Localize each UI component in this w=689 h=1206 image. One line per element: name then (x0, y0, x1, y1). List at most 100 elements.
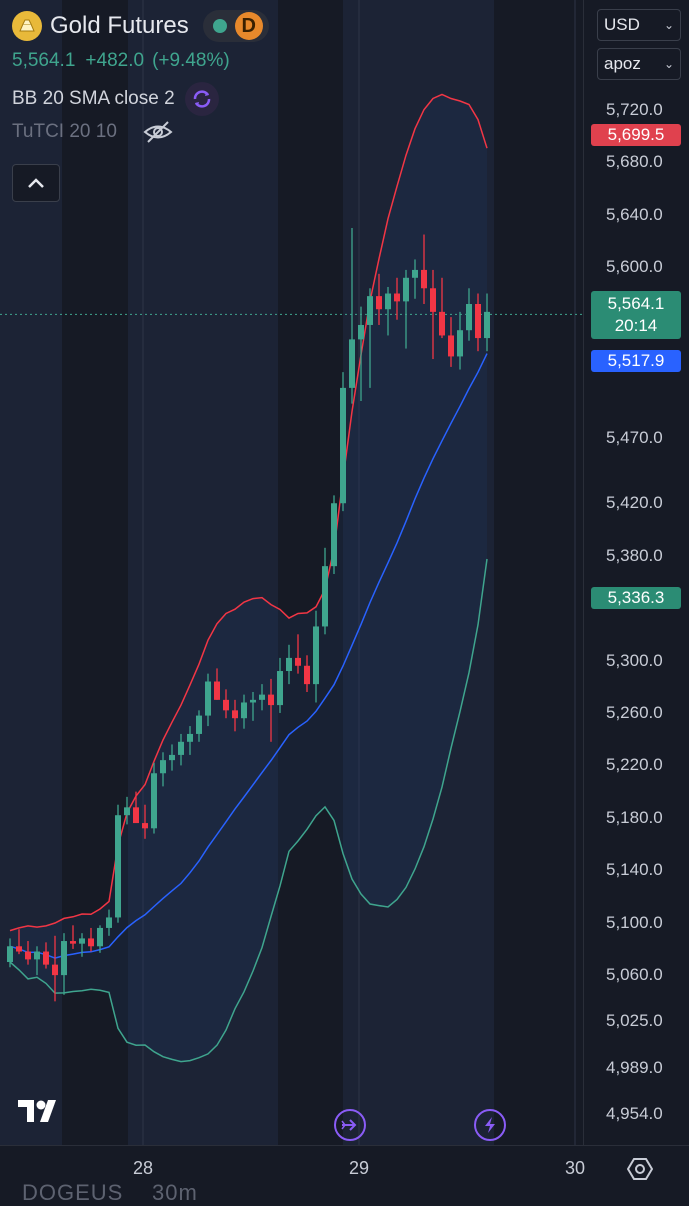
lower-band-tag: 5,336.3 (591, 587, 681, 609)
lower-band-value: 5,336.3 (607, 588, 665, 607)
candle-body (16, 946, 22, 952)
candle-body (187, 733, 193, 742)
middle-band-tag: 5,517.9 (591, 350, 681, 372)
candle-body (34, 951, 40, 960)
candle-body (124, 807, 130, 816)
quote-row: 5,564.1 +482.0 (+9.48%) (12, 50, 230, 72)
price-tick-label: 5,380.0 (606, 545, 663, 565)
price-tick-label: 4,989.0 (606, 1058, 663, 1078)
candle-body (376, 296, 382, 310)
candle-body (79, 938, 85, 944)
candle-body (223, 699, 229, 711)
candle-body (412, 269, 418, 278)
candle-body (313, 626, 319, 685)
candle-body (484, 311, 490, 339)
candle-body (421, 269, 427, 289)
last-price: 5,564.1 (12, 50, 76, 71)
currency-select[interactable]: USD ⌄ (597, 9, 681, 41)
candle-body (25, 951, 31, 960)
last-price-tag: 5,564.1 20:14 (591, 291, 681, 339)
account-value: apoz (604, 54, 641, 73)
price-tick-label: 5,470.0 (606, 427, 663, 447)
candle-body (259, 694, 265, 700)
account-select[interactable]: apoz ⌄ (597, 48, 681, 80)
candle-body (178, 741, 184, 755)
candle-body (169, 754, 175, 761)
price-tick-label: 5,060.0 (606, 965, 663, 985)
candle-body (115, 815, 121, 918)
upper-band-value: 5,699.5 (607, 125, 665, 144)
price-tick-label: 5,680.0 (606, 152, 663, 172)
candle-body (466, 303, 472, 331)
symbol-title[interactable]: Gold Futures (50, 12, 189, 39)
candle-body (331, 503, 337, 567)
middle-band-line (9, 353, 488, 959)
candle-body (232, 710, 238, 719)
candle-body (241, 702, 247, 719)
candle-body (403, 277, 409, 302)
price-scale[interactable]: 5,720.0 5,680.0 5,640.0 5,600.0 5,470.0 5,420… (583, 0, 689, 1145)
price-chart[interactable] (0, 0, 583, 1145)
price-tick-label: 5,300.0 (606, 650, 663, 670)
candle-body (367, 296, 373, 325)
chart-area[interactable] (0, 0, 583, 1145)
session-shade (128, 0, 278, 1145)
bottom-symbol-fragment: DOGEUS (22, 1180, 124, 1205)
symbol-legend[interactable]: Gold Futures D (12, 10, 269, 42)
candle-body (151, 773, 157, 829)
candle-body (457, 330, 463, 357)
price-change-percent: (+9.48%) (152, 50, 230, 71)
chevron-down-icon: ⌄ (663, 57, 674, 71)
candle-body (268, 694, 274, 706)
candle-body (196, 715, 202, 734)
chevron-up-icon (28, 178, 44, 188)
candle-body (43, 951, 49, 965)
settings-icon[interactable] (626, 1156, 654, 1187)
price-tick-label: 5,420.0 (606, 493, 663, 513)
price-tick-label: 5,640.0 (606, 204, 663, 224)
gold-logo-icon (12, 11, 42, 41)
candle-body (295, 657, 301, 666)
candle-body (205, 681, 211, 716)
candle-body (349, 339, 355, 388)
bollinger-band-fill (10, 94, 487, 1062)
price-tick-label: 5,100.0 (606, 912, 663, 932)
candle-body (214, 681, 220, 700)
bb-indicator-row[interactable]: BB 20 SMA close 2 (12, 82, 219, 116)
candle-body (97, 927, 103, 947)
bb-indicator-label[interactable]: BB 20 SMA close 2 (12, 88, 175, 109)
tutci-indicator-row[interactable]: TuTCI 20 10 (12, 120, 173, 144)
candle-body (142, 823, 148, 829)
lightning-icon[interactable] (474, 1109, 506, 1141)
candle-body (277, 671, 283, 706)
candle-body (304, 665, 310, 685)
candle-body (475, 303, 481, 339)
candle-body (88, 938, 94, 947)
middle-band-value: 5,517.9 (607, 351, 665, 370)
interval-badge[interactable]: D (234, 12, 263, 40)
price-tick-label: 5,220.0 (606, 755, 663, 775)
tradingview-logo[interactable] (18, 1098, 68, 1129)
time-tick-label: 28 (132, 1158, 154, 1178)
candle-body (61, 941, 67, 976)
tutci-indicator-label[interactable]: TuTCI 20 10 (12, 121, 117, 142)
price-tick-label: 5,260.0 (606, 702, 663, 722)
time-axis[interactable]: 28 29 30 (0, 1145, 689, 1201)
price-tick-label: 5,600.0 (606, 257, 663, 277)
bottom-timeframe-fragment: 30m (152, 1180, 198, 1205)
candle-body (106, 917, 112, 928)
session-shade (343, 0, 494, 1145)
price-tick-label: 5,720.0 (606, 100, 663, 119)
collapse-legend-button[interactable] (12, 164, 60, 202)
price-tick-label: 5,180.0 (606, 807, 663, 827)
lower-band-line (9, 558, 488, 1063)
hidden-eye-icon[interactable] (143, 120, 173, 144)
go-to-realtime-icon[interactable] (334, 1109, 366, 1141)
time-tick-label: 30 (564, 1158, 586, 1178)
candle-body (340, 387, 346, 504)
last-price-value: 5,564.1 (607, 294, 665, 313)
status-pill[interactable]: D (202, 10, 269, 42)
price-change: +482.0 (85, 50, 145, 71)
bar-countdown: 20:14 (614, 316, 658, 335)
candle-body (70, 941, 76, 944)
